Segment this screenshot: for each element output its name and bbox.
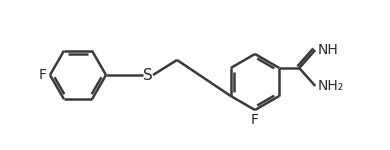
Text: F: F xyxy=(251,113,259,127)
Text: S: S xyxy=(143,68,153,82)
Text: F: F xyxy=(39,68,47,82)
Text: NH₂: NH₂ xyxy=(317,79,344,93)
Text: NH: NH xyxy=(317,43,338,57)
